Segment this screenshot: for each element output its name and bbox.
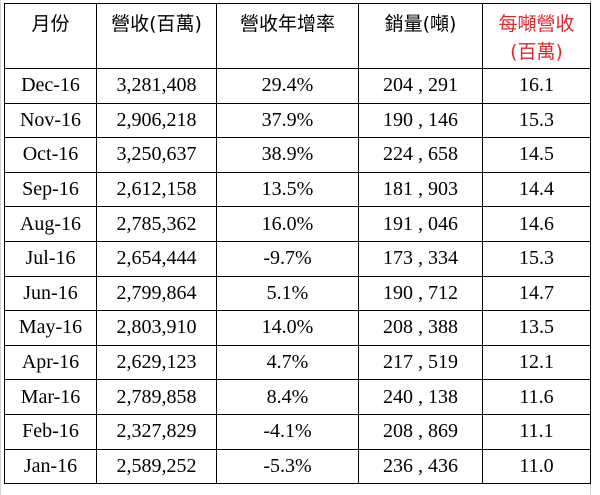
cell-month[interactable]: Aug-16 (4, 206, 97, 242)
cell-per-ton[interactable]: 13.5 (482, 310, 591, 346)
cell-month[interactable]: Jul-16 (4, 240, 97, 277)
cell-month[interactable]: Mar-16 (4, 379, 97, 415)
cell-revenue[interactable]: 2,327,829 (96, 413, 217, 450)
cell-per-ton[interactable]: 15.3 (482, 240, 591, 277)
cell-growth[interactable]: -5.3% (216, 448, 359, 485)
header-per-ton-line2: (百萬) (510, 41, 563, 63)
cell-growth[interactable]: -4.1% (216, 413, 359, 450)
cell-per-ton[interactable]: 16.1 (482, 68, 591, 104)
cell-revenue[interactable]: 2,654,444 (96, 240, 217, 277)
cell-growth[interactable]: 5.1% (216, 275, 359, 312)
cell-month[interactable]: Sep-16 (4, 171, 97, 208)
cell-revenue[interactable]: 3,281,408 (96, 68, 217, 104)
cell-month[interactable]: Apr-16 (4, 344, 97, 381)
cell-month[interactable]: Dec-16 (4, 68, 97, 104)
cell-revenue[interactable]: 2,906,218 (96, 102, 217, 139)
cell-sales[interactable]: 181 , 903 (358, 171, 483, 208)
cell-growth[interactable]: 4.7% (216, 344, 359, 381)
revenue-table: 月份 營收(百萬) 營收年增率 銷量(噸) 每噸營收 (百萬) Dec-16 3,… (4, 3, 591, 485)
cell-revenue[interactable]: 2,612,158 (96, 171, 217, 208)
header-month[interactable]: 月份 (4, 3, 97, 69)
cell-sales[interactable]: 173 , 334 (358, 240, 483, 277)
cell-sales[interactable]: 190 , 146 (358, 102, 483, 139)
header-per-ton-line1: 每噸營收 (498, 13, 575, 35)
header-growth[interactable]: 營收年增率 (216, 3, 359, 69)
cell-revenue[interactable]: 2,803,910 (96, 310, 217, 346)
cell-sales[interactable]: 217 , 519 (358, 344, 483, 381)
cell-per-ton[interactable]: 11.6 (482, 379, 591, 415)
cell-growth[interactable]: 16.0% (216, 206, 359, 242)
cell-growth[interactable]: 8.4% (216, 379, 359, 415)
cell-per-ton[interactable]: 14.4 (482, 171, 591, 208)
cell-sales[interactable]: 204 , 291 (358, 68, 483, 104)
cell-revenue[interactable]: 2,799,864 (96, 275, 217, 312)
cell-revenue[interactable]: 2,789,858 (96, 379, 217, 415)
cell-per-ton[interactable]: 14.6 (482, 206, 591, 242)
table-header-row: 月份 營收(百萬) 營收年增率 銷量(噸) 每噸營收 (百萬) (4, 3, 591, 69)
cell-per-ton[interactable]: 14.5 (482, 137, 591, 173)
cell-revenue[interactable]: 2,589,252 (96, 448, 217, 485)
cell-growth[interactable]: 37.9% (216, 102, 359, 139)
cell-sales[interactable]: 208 , 388 (358, 310, 483, 346)
cell-growth[interactable]: -9.7% (216, 240, 359, 277)
cell-revenue[interactable]: 2,785,362 (96, 206, 217, 242)
header-per-ton-revenue[interactable]: 每噸營收 (百萬) (482, 3, 591, 69)
cell-month[interactable]: Feb-16 (4, 413, 97, 450)
cell-revenue[interactable]: 2,629,123 (96, 344, 217, 381)
table-row: Dec-16 3,281,408 29.4% 204 , 291 16.1 (4, 68, 591, 104)
table-row: Jun-16 2,799,864 5.1% 190 , 712 14.7 (4, 275, 591, 312)
header-revenue[interactable]: 營收(百萬) (96, 3, 217, 69)
table-row: Aug-16 2,785,362 16.0% 191 , 046 14.6 (4, 206, 591, 242)
cell-sales[interactable]: 224 , 658 (358, 137, 483, 173)
cell-sales[interactable]: 236 , 436 (358, 448, 483, 485)
header-sales[interactable]: 銷量(噸) (358, 3, 483, 69)
cell-per-ton[interactable]: 12.1 (482, 344, 591, 381)
gridline (590, 0, 591, 495)
table-row: Sep-16 2,612,158 13.5% 181 , 903 14.4 (4, 171, 591, 208)
table-row: Mar-16 2,789,858 8.4% 240 , 138 11.6 (4, 379, 591, 415)
cell-sales[interactable]: 208 , 869 (358, 413, 483, 450)
cell-growth[interactable]: 38.9% (216, 137, 359, 173)
cell-month[interactable]: Jan-16 (4, 448, 97, 485)
cell-sales[interactable]: 190 , 712 (358, 275, 483, 312)
table-row: Feb-16 2,327,829 -4.1% 208 , 869 11.1 (4, 413, 591, 450)
cell-revenue[interactable]: 3,250,637 (96, 137, 217, 173)
cell-per-ton[interactable]: 14.7 (482, 275, 591, 312)
cell-month[interactable]: Jun-16 (4, 275, 97, 312)
cell-growth[interactable]: 13.5% (216, 171, 359, 208)
cell-per-ton[interactable]: 11.0 (482, 448, 591, 485)
table-row: Oct-16 3,250,637 38.9% 224 , 658 14.5 (4, 137, 591, 173)
cell-sales[interactable]: 191 , 046 (358, 206, 483, 242)
cell-growth[interactable]: 14.0% (216, 310, 359, 346)
cell-month[interactable]: Oct-16 (4, 137, 97, 173)
cell-month[interactable]: May-16 (4, 310, 97, 346)
table-row: Nov-16 2,906,218 37.9% 190 , 146 15.3 (4, 102, 591, 139)
table-row: Jul-16 2,654,444 -9.7% 173 , 334 15.3 (4, 240, 591, 277)
cell-sales[interactable]: 240 , 138 (358, 379, 483, 415)
cell-per-ton[interactable]: 15.3 (482, 102, 591, 139)
cell-month[interactable]: Nov-16 (4, 102, 97, 139)
cell-growth[interactable]: 29.4% (216, 68, 359, 104)
table-row: May-16 2,803,910 14.0% 208 , 388 13.5 (4, 310, 591, 346)
cell-per-ton[interactable]: 11.1 (482, 413, 591, 450)
table-row: Apr-16 2,629,123 4.7% 217 , 519 12.1 (4, 344, 591, 381)
table-row: Jan-16 2,589,252 -5.3% 236 , 436 11.0 (4, 448, 591, 485)
